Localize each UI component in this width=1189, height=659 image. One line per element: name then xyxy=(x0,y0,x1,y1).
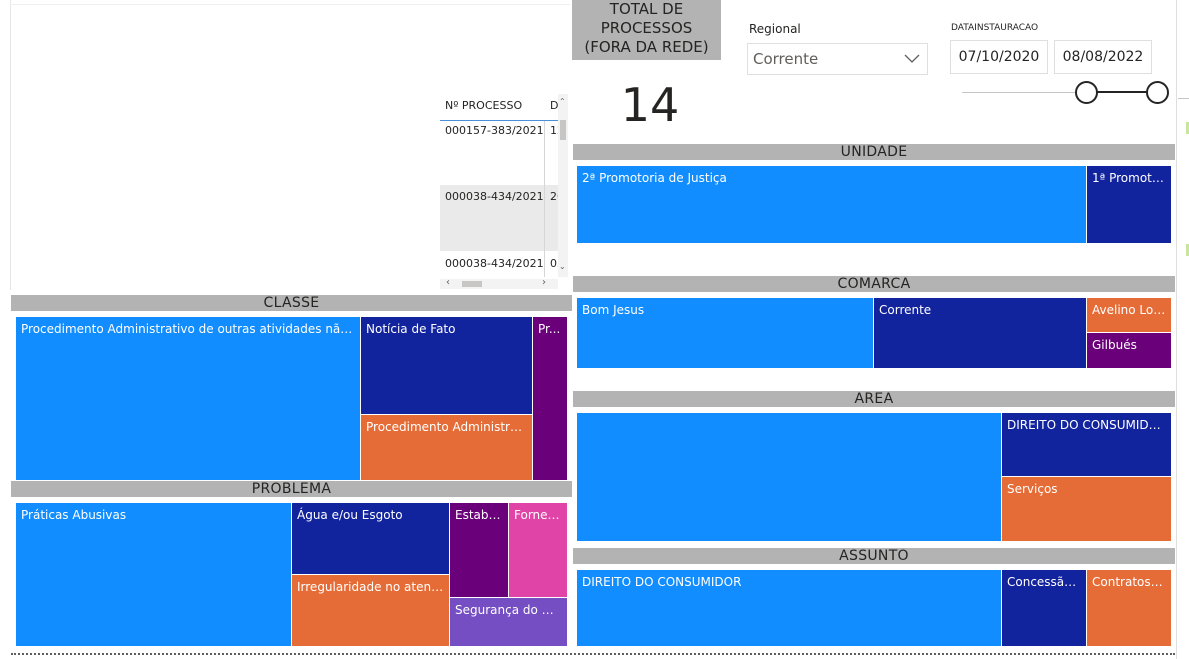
table-cell-data: 12 xyxy=(550,124,558,137)
chevron-down-icon xyxy=(903,50,921,69)
regional-selected-value: Corrente xyxy=(753,50,819,68)
table-header-underline xyxy=(440,120,558,121)
kpi-title-line-3: (FORA DA REDE) xyxy=(584,38,709,56)
date-slicer-label: DATAINSTAURACAO xyxy=(951,23,1039,33)
top-border-line xyxy=(10,4,570,5)
area-tile-servicos[interactable]: Serviços xyxy=(1002,477,1171,541)
comarca-tile-avelino-lopes[interactable]: Avelino Lopes xyxy=(1087,298,1171,332)
table-horizontal-scrollbar[interactable]: ‹ › xyxy=(440,277,558,289)
assunto-tile-contratos[interactable]: Contratos d... xyxy=(1087,570,1171,646)
table-row[interactable]: 000038-434/2021 05 xyxy=(440,251,558,277)
kpi-title-box: TOTAL DE PROCESSOS (FORA DA REDE) xyxy=(572,0,721,60)
unidade-tile-1a-promotoria[interactable]: 1ª Promotor... xyxy=(1087,166,1171,243)
date-slider-end-handle[interactable] xyxy=(1146,81,1169,104)
classe-tile-noticia-de-fato[interactable]: Notícia de Fato xyxy=(361,317,532,414)
date-end-input[interactable]: 08/08/2022 xyxy=(1054,40,1152,74)
comarca-tile-gilbues[interactable]: Gilbués xyxy=(1087,333,1171,368)
table-row[interactable]: 000157-383/2021 12 xyxy=(440,121,558,185)
comarca-header: COMARCA xyxy=(573,276,1175,292)
date-slider-start-handle[interactable] xyxy=(1075,81,1098,104)
classe-header: CLASSE xyxy=(11,295,572,311)
table-row[interactable]: 000038-434/2021 26 xyxy=(440,185,558,251)
scroll-right-icon[interactable]: › xyxy=(542,277,546,288)
date-start-input[interactable]: 07/10/2020 xyxy=(950,40,1048,74)
kpi-title-line-1: TOTAL DE xyxy=(609,0,684,18)
right-edge-marker-1 xyxy=(1186,122,1189,134)
unidade-tile-2a-promotoria[interactable]: 2ª Promotoria de Justiça xyxy=(577,166,1086,243)
table-vertical-scrollbar[interactable]: ⌃ ⌄ xyxy=(558,94,568,277)
area-header: AREA xyxy=(573,391,1175,407)
problema-tile-seguranca[interactable]: Segurança do Con... xyxy=(450,598,567,646)
regional-dropdown[interactable]: Corrente xyxy=(747,43,928,75)
date-slider-track[interactable] xyxy=(962,92,1158,93)
problema-header: PROBLEMA xyxy=(11,481,572,497)
classe-tile-procedimento-outras[interactable]: Procedimento Administrativo de outras at… xyxy=(16,317,360,480)
assunto-tile-direito-consumidor[interactable]: DIREITO DO CONSUMIDOR xyxy=(577,570,1001,646)
classe-tile-pr[interactable]: Pr... xyxy=(533,317,567,480)
table-cell-processo: 000038-434/2021 xyxy=(445,190,544,203)
table-cell-data: 05 xyxy=(550,257,558,270)
right-edge-scroll-top xyxy=(1178,98,1189,99)
date-slider-range xyxy=(1086,91,1158,93)
table-horizontal-scroll-thumb[interactable] xyxy=(462,281,482,287)
problema-tile-irregularidade[interactable]: Irregularidade no atendim... xyxy=(292,575,449,646)
assunto-tile-concessao[interactable]: Concessão /... xyxy=(1002,570,1086,646)
problema-tile-praticas-abusivas[interactable]: Práticas Abusivas xyxy=(16,503,291,646)
table-visual: Nº PROCESSO DA 000157-383/2021 12 000038… xyxy=(440,94,568,292)
scroll-down-icon[interactable]: ⌄ xyxy=(559,262,566,271)
problema-tile-estabel[interactable]: Estabel... xyxy=(450,503,508,597)
scroll-left-icon[interactable]: ‹ xyxy=(446,277,450,288)
kpi-value: 14 xyxy=(620,78,680,132)
table-vertical-scroll-thumb[interactable] xyxy=(560,120,566,140)
regional-label: Regional xyxy=(749,22,801,36)
table-header-data[interactable]: DA xyxy=(550,99,560,112)
table-cell-data: 26 xyxy=(550,190,558,203)
right-edge-divider xyxy=(1176,0,1177,659)
right-edge-marker-2 xyxy=(1186,244,1189,256)
unidade-header: UNIDADE xyxy=(573,144,1175,160)
area-tile-direito-consumidor[interactable]: DIREITO DO CONSUMIDOR xyxy=(1002,413,1171,476)
table-cell-processo: 000157-383/2021 xyxy=(445,124,544,137)
kpi-title-line-2: PROCESSOS xyxy=(600,19,693,37)
table-column-separator xyxy=(544,121,545,277)
assunto-header: ASSUNTO xyxy=(573,548,1175,564)
problema-tile-agua-esgoto[interactable]: Água e/ou Esgoto xyxy=(292,503,449,574)
table-header-processo[interactable]: Nº PROCESSO xyxy=(445,99,523,112)
comarca-tile-corrente[interactable]: Corrente xyxy=(874,298,1086,368)
comarca-tile-bom-jesus[interactable]: Bom Jesus xyxy=(577,298,873,368)
area-tile-blank[interactable] xyxy=(577,413,1001,541)
scroll-up-icon[interactable]: ⌃ xyxy=(559,97,566,106)
left-border-line xyxy=(10,0,11,290)
table-cell-processo: 000038-434/2021 xyxy=(445,257,544,270)
classe-tile-procedimento-administrativ[interactable]: Procedimento Administrativ... xyxy=(361,415,532,480)
problema-tile-forneci[interactable]: Forneci... xyxy=(509,503,567,597)
bottom-dotted-divider xyxy=(11,653,1175,655)
